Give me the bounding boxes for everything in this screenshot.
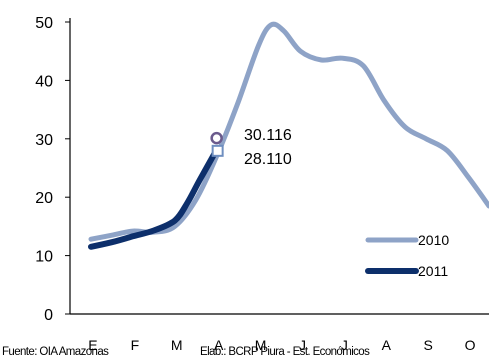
annotation-label: 30.116 [244,127,292,144]
y-tick-label: 50 [35,15,53,32]
x-tick-label: M [255,337,267,353]
annotation-marker-square [211,144,224,157]
y-tick-label: 40 [35,73,53,90]
annotation-label: 28.110 [244,151,292,168]
legend: 2010 2011 [365,232,449,279]
data-annotations: 30.116 28.110 [210,127,292,168]
x-tick-label: J [341,337,348,353]
y-tick-label: 0 [44,307,53,324]
y-tick-label: 20 [35,190,53,207]
x-tick-label: S [423,337,432,353]
credit-note: Elab.: BCRP Piura - Est. Económicos [200,346,370,358]
y-axis: 0 10 20 30 40 50 [35,15,71,324]
y-tick-label: 30 [35,132,53,149]
series-line-2010 [88,21,489,242]
x-tick-label: A [214,337,224,353]
annotation-marker-circle [210,131,223,145]
x-tick-label: M [171,337,183,353]
legend-label: 2010 [418,232,449,248]
source-note: Fuente: OIA Amazonas [2,346,109,358]
x-tick-label: E [88,337,97,353]
x-tick-label: O [465,337,476,353]
y-tick-label: 10 [35,249,53,266]
legend-label: 2011 [418,263,448,279]
x-tick-label: F [131,337,140,353]
x-tick-label: A [382,337,392,353]
series-line-2011 [88,146,220,250]
x-tick-label: J [299,337,306,353]
series-lines [88,21,489,250]
